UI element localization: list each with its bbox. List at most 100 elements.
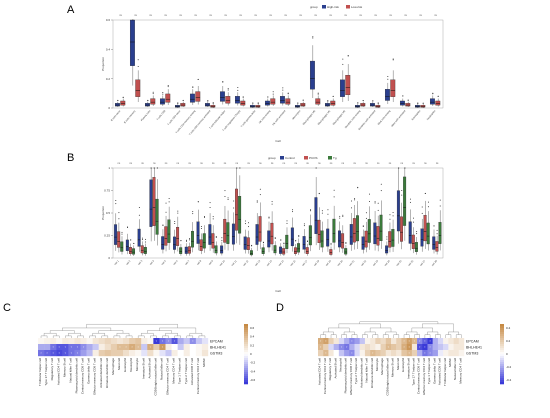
- y-tick-label: 0: [108, 106, 110, 110]
- y-tick-label: 0.2: [106, 77, 111, 81]
- heatmap-cell: [422, 350, 428, 357]
- box: [324, 103, 330, 107]
- significance-star: *: [59, 345, 61, 349]
- box: [367, 219, 371, 243]
- color-scale-step: [244, 378, 248, 381]
- heatmap-cell: [417, 350, 423, 357]
- heatmap-cell: [391, 350, 397, 357]
- outlier-point: [386, 236, 388, 238]
- color-scale-step: [244, 346, 248, 349]
- dendrogram-branch: [406, 331, 418, 335]
- x-tick-label: cell 25: [396, 259, 403, 267]
- heatmap-cell: [401, 344, 407, 351]
- dendrogram-branch: [362, 334, 368, 338]
- outlier-point: [365, 212, 367, 214]
- panel-label-c: C: [3, 302, 11, 314]
- box: [432, 236, 436, 250]
- outlier-point: [115, 203, 117, 205]
- significance-star: *: [53, 351, 55, 355]
- x-tick-label: B cells naive: [110, 109, 121, 122]
- heatmap-cell: [411, 350, 418, 357]
- outlier-point: [227, 197, 229, 199]
- box: [385, 245, 389, 254]
- dendrogram-branch: [53, 335, 60, 338]
- heatmap-column-label: Type 17 T helper cell: [411, 358, 415, 386]
- heatmap-cell: [135, 350, 142, 357]
- legend-label: Control: [285, 156, 295, 160]
- dendrogram-branch: [138, 335, 145, 338]
- heatmap-cell: [123, 344, 130, 351]
- significance-star: *: [59, 351, 61, 355]
- outlier-point: [310, 210, 312, 212]
- color-scale-step: [244, 364, 248, 367]
- heatmap-cell: [177, 344, 184, 351]
- color-scale-step: [500, 368, 504, 371]
- outlier-point: [182, 100, 184, 102]
- heatmap-column-label: Macrophage: [380, 358, 384, 375]
- outlier-point: [180, 240, 182, 242]
- outlier-point: [259, 194, 261, 196]
- significance-star: *: [325, 339, 327, 343]
- x-tick-label: cell 27: [419, 259, 426, 267]
- heatmap-column-label: Plasmacytoid dendritic cell: [344, 358, 348, 394]
- color-scale-step: [500, 372, 504, 375]
- outlier-point: [197, 201, 199, 203]
- box: [414, 105, 420, 108]
- box: [305, 247, 309, 254]
- box: [167, 219, 171, 243]
- outlier-point: [167, 84, 169, 86]
- outlier-point: [421, 212, 423, 214]
- heatmap-cell: [129, 350, 136, 357]
- heatmap-cell: [183, 338, 190, 345]
- box: [314, 197, 318, 234]
- heatmap-column-label: Regulatory T cell: [50, 358, 54, 381]
- outlier-point: [200, 226, 202, 228]
- x-tick-label: T cells CD4 naive: [167, 109, 182, 126]
- outlier-point: [302, 99, 304, 101]
- box: [246, 237, 250, 250]
- heatmap-cell: [44, 350, 51, 357]
- color-scale-step: [244, 352, 248, 355]
- box: [204, 103, 210, 107]
- color-scale-step: [500, 332, 504, 335]
- heatmap-cell: [98, 338, 105, 345]
- box: [223, 218, 227, 243]
- outlier-point: [251, 245, 253, 247]
- box: [373, 222, 377, 245]
- outlier-point: [413, 217, 415, 219]
- outlier-point: [274, 237, 276, 239]
- box: [388, 231, 392, 248]
- heatmap-cell: [411, 338, 418, 345]
- outlier-point: [342, 214, 344, 216]
- outlier-point: [141, 239, 143, 241]
- significance-label: ns: [259, 162, 262, 165]
- heatmap-cell: [427, 338, 433, 345]
- outlier-point: [138, 214, 140, 216]
- outlier-point: [333, 189, 335, 191]
- x-tick-label: Macrophages M0: [302, 109, 317, 126]
- heatmap-column-label: CD56bright natural killer cell: [385, 358, 389, 396]
- dendrogram-branch: [159, 327, 197, 334]
- outlier-point: [303, 225, 305, 227]
- x-tick-label: cell 2: [126, 259, 132, 266]
- significance-star: *: [430, 339, 432, 343]
- heatmap-column-label: Activated dendritic cell: [359, 358, 363, 388]
- outlier-point: [409, 201, 411, 203]
- box: [231, 223, 235, 245]
- significance-label: ns: [329, 14, 332, 17]
- dendrogram-branch: [101, 335, 108, 338]
- outlier-point: [342, 215, 344, 217]
- box: [320, 230, 324, 248]
- x-tick-label: Neutrophils: [426, 109, 437, 121]
- significance-star: *: [419, 339, 421, 343]
- color-scale-step: [244, 366, 248, 369]
- outlier-point: [237, 87, 239, 89]
- box: [189, 93, 195, 103]
- significance-label: ns: [224, 14, 227, 17]
- y-tick-label: 1: [108, 166, 110, 170]
- heatmap-cell: [56, 338, 63, 345]
- box: [396, 190, 400, 232]
- outlier-point: [227, 89, 229, 91]
- heatmap-cell: [359, 338, 366, 345]
- outlier-point: [427, 206, 429, 208]
